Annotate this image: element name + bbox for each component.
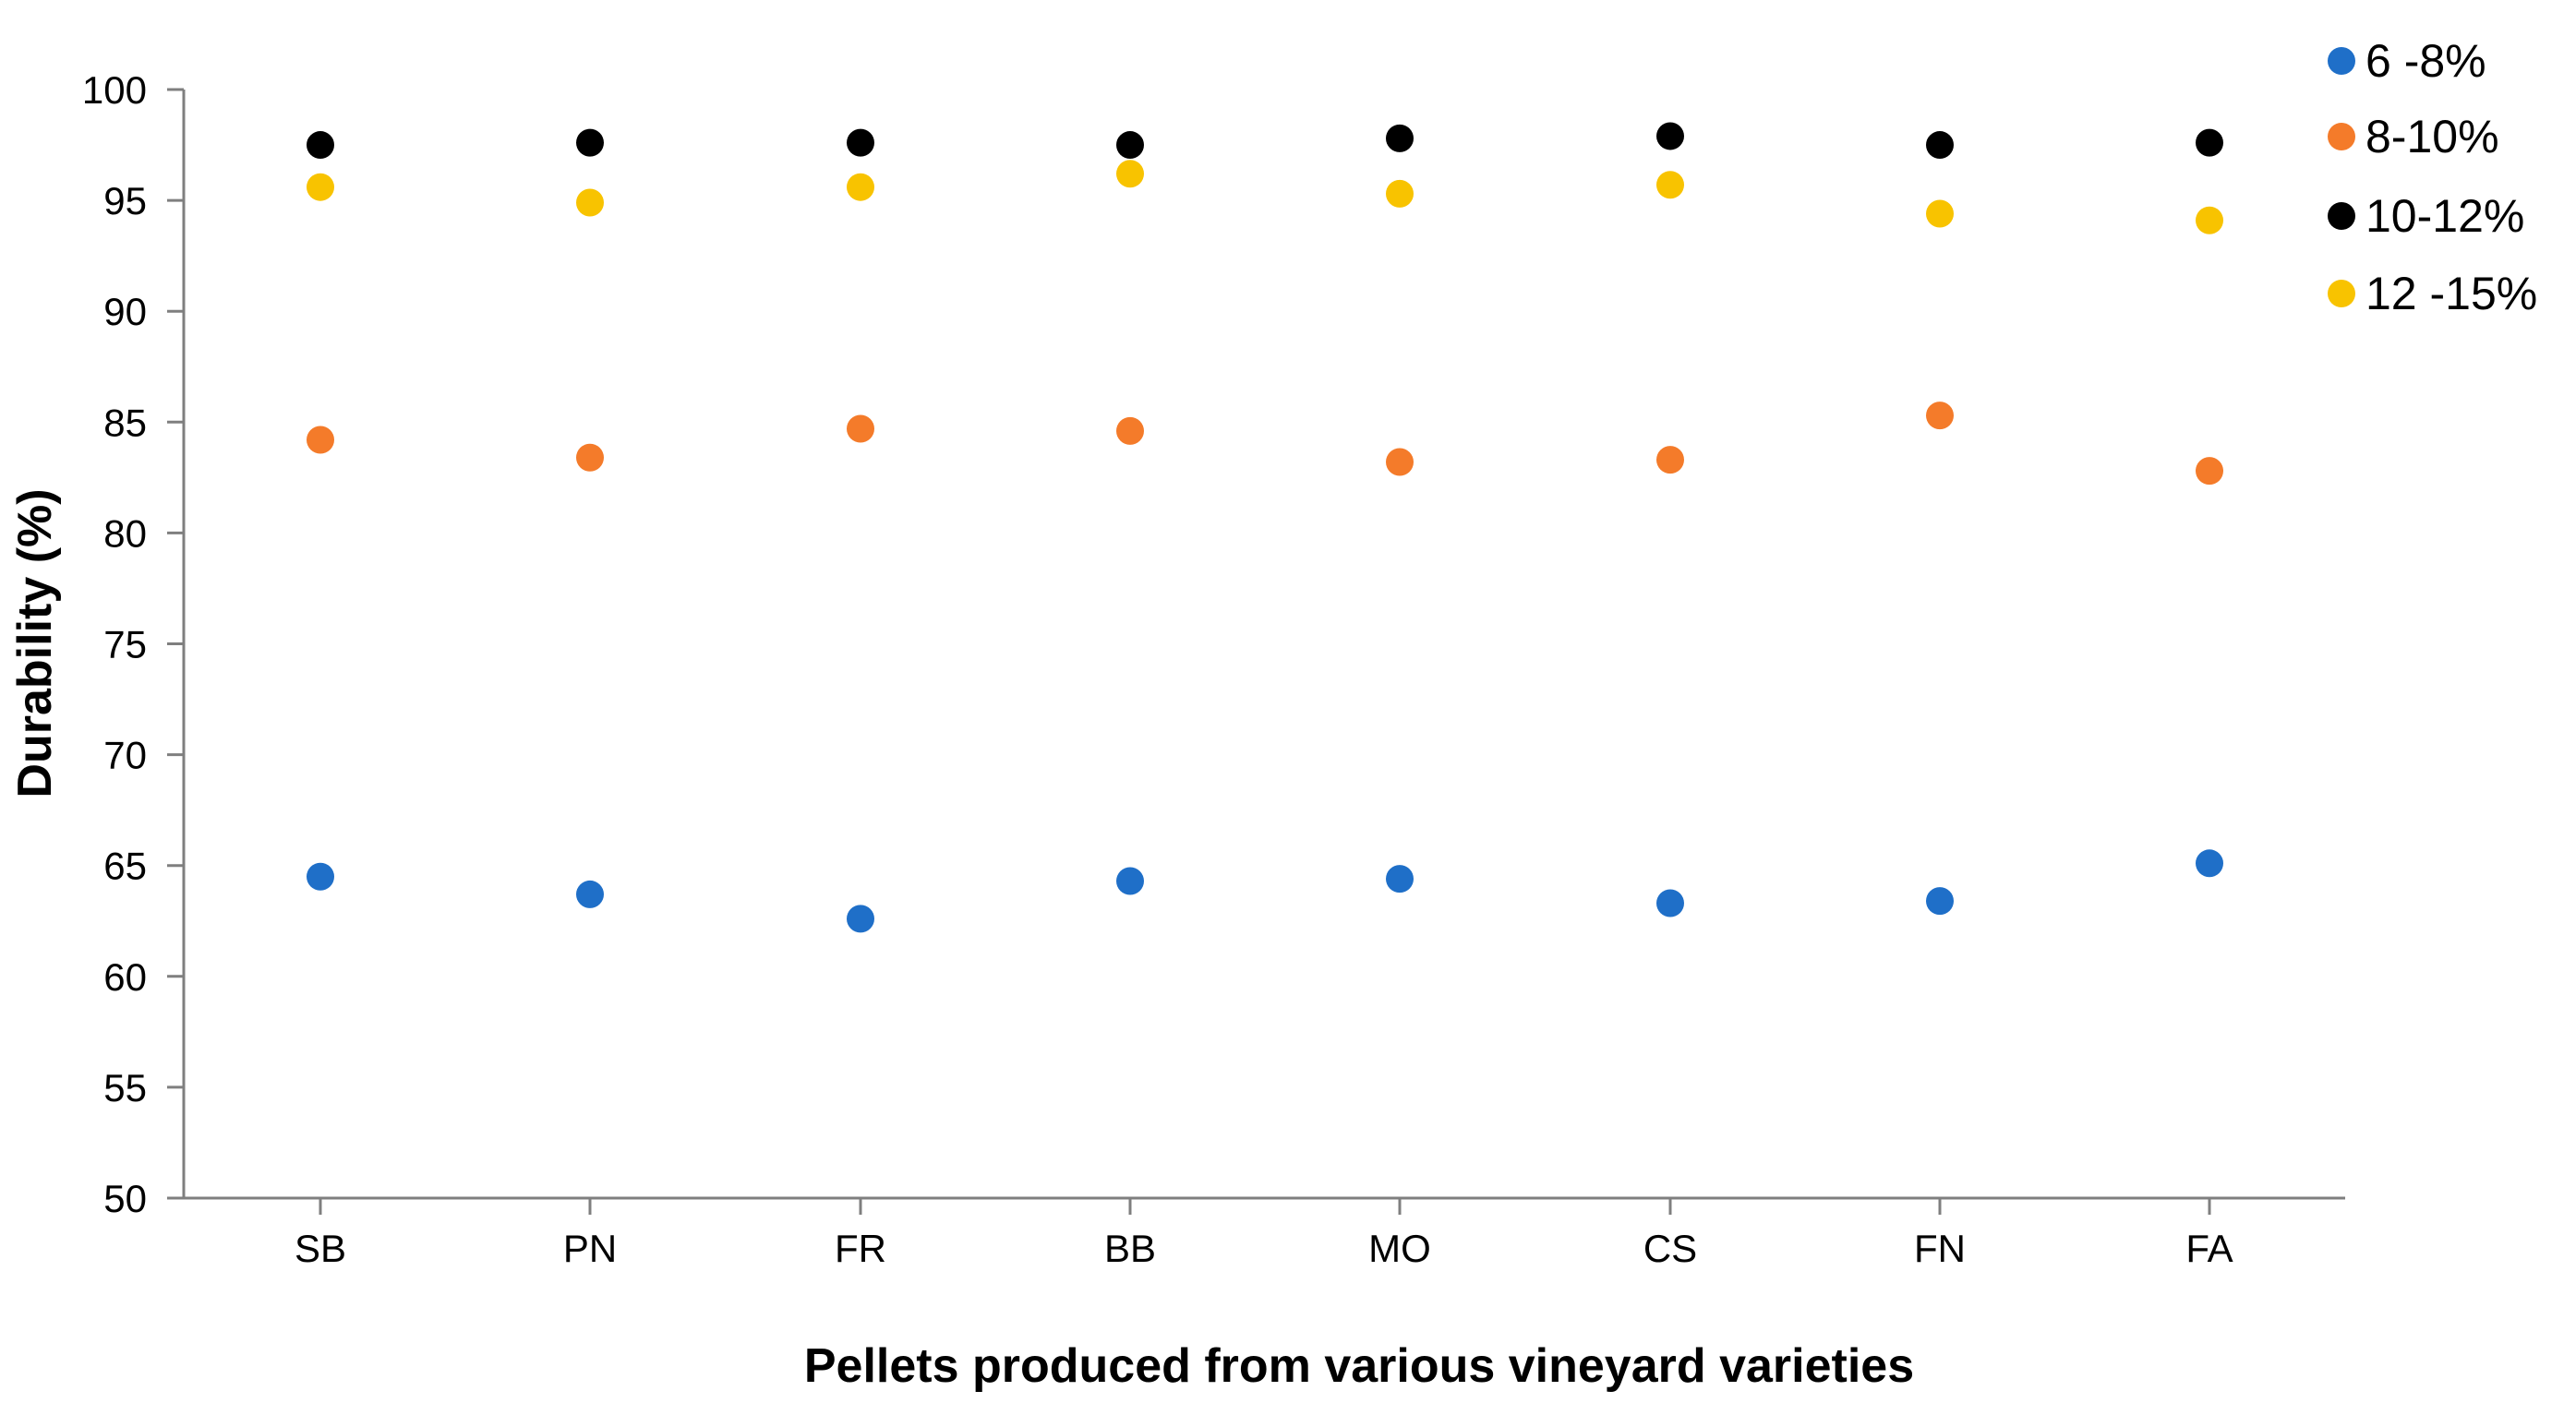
data-point <box>576 880 604 908</box>
legend-label: 6 -8% <box>2365 35 2486 87</box>
data-point <box>1656 446 1684 474</box>
data-points <box>307 122 2223 933</box>
y-tick-label: 65 <box>103 845 147 888</box>
data-point <box>1926 887 1954 916</box>
y-tick-label: 70 <box>103 734 147 777</box>
data-point <box>307 173 334 201</box>
x-tick-label: PN <box>563 1227 617 1270</box>
legend-marker <box>2328 280 2355 307</box>
x-tick-label: BB <box>1104 1227 1156 1270</box>
data-point <box>847 905 874 933</box>
y-axis-title: Durability (%) <box>8 488 62 797</box>
x-tick-label: FR <box>835 1227 886 1270</box>
data-point <box>307 131 334 160</box>
y-tick-label: 100 <box>82 68 147 112</box>
data-point <box>847 173 874 201</box>
data-point <box>1116 416 1144 445</box>
legend-marker <box>2328 123 2355 150</box>
y-tick-label: 85 <box>103 401 147 444</box>
legend: 6 -8% 8-10% 10-12% 12 -15% <box>2328 35 2537 319</box>
data-point <box>1386 124 1414 152</box>
data-point <box>1656 122 1684 150</box>
y-tick-label: 90 <box>103 290 147 333</box>
data-point <box>307 426 334 454</box>
y-tick-label: 55 <box>103 1066 147 1109</box>
data-point <box>1656 171 1684 199</box>
legend-marker <box>2328 47 2355 75</box>
x-axis: SB PN FR BB MO CS FN FA <box>184 1196 2345 1270</box>
data-point <box>1386 179 1414 208</box>
data-point <box>576 128 604 157</box>
data-point <box>1926 199 1954 228</box>
data-point <box>1926 131 1954 160</box>
data-point <box>2196 128 2223 157</box>
data-point <box>1926 402 1954 430</box>
y-tick-label: 95 <box>103 179 147 222</box>
legend-label: 8-10% <box>2365 111 2499 162</box>
x-tick-label: MO <box>1368 1227 1431 1270</box>
data-point <box>2196 849 2223 878</box>
data-point <box>1656 889 1684 917</box>
data-point <box>2196 206 2223 234</box>
data-point <box>1386 448 1414 476</box>
data-point <box>1116 867 1144 895</box>
x-tick-label: FN <box>1914 1227 1966 1270</box>
y-tick-label: 50 <box>103 1177 147 1220</box>
y-axis: 50 55 60 65 70 75 80 85 90 95 100 <box>82 68 186 1220</box>
legend-label: 10-12% <box>2365 190 2524 242</box>
y-tick-label: 75 <box>103 623 147 666</box>
data-point <box>576 443 604 472</box>
data-point <box>576 188 604 217</box>
x-tick-label: SB <box>295 1227 346 1270</box>
data-point <box>1116 131 1144 160</box>
x-tick-label: CS <box>1643 1227 1697 1270</box>
data-point <box>2196 457 2223 486</box>
data-point <box>307 862 334 891</box>
y-tick-label: 60 <box>103 955 147 999</box>
y-tick-label: 80 <box>103 511 147 555</box>
data-point <box>847 414 874 443</box>
legend-marker <box>2328 202 2355 230</box>
x-axis-title: Pellets produced from various vineyard v… <box>804 1339 1914 1393</box>
data-point <box>1386 865 1414 893</box>
x-tick-label: FA <box>2185 1227 2233 1270</box>
data-point <box>847 128 874 157</box>
legend-label: 12 -15% <box>2365 268 2537 319</box>
data-point <box>1116 160 1144 188</box>
